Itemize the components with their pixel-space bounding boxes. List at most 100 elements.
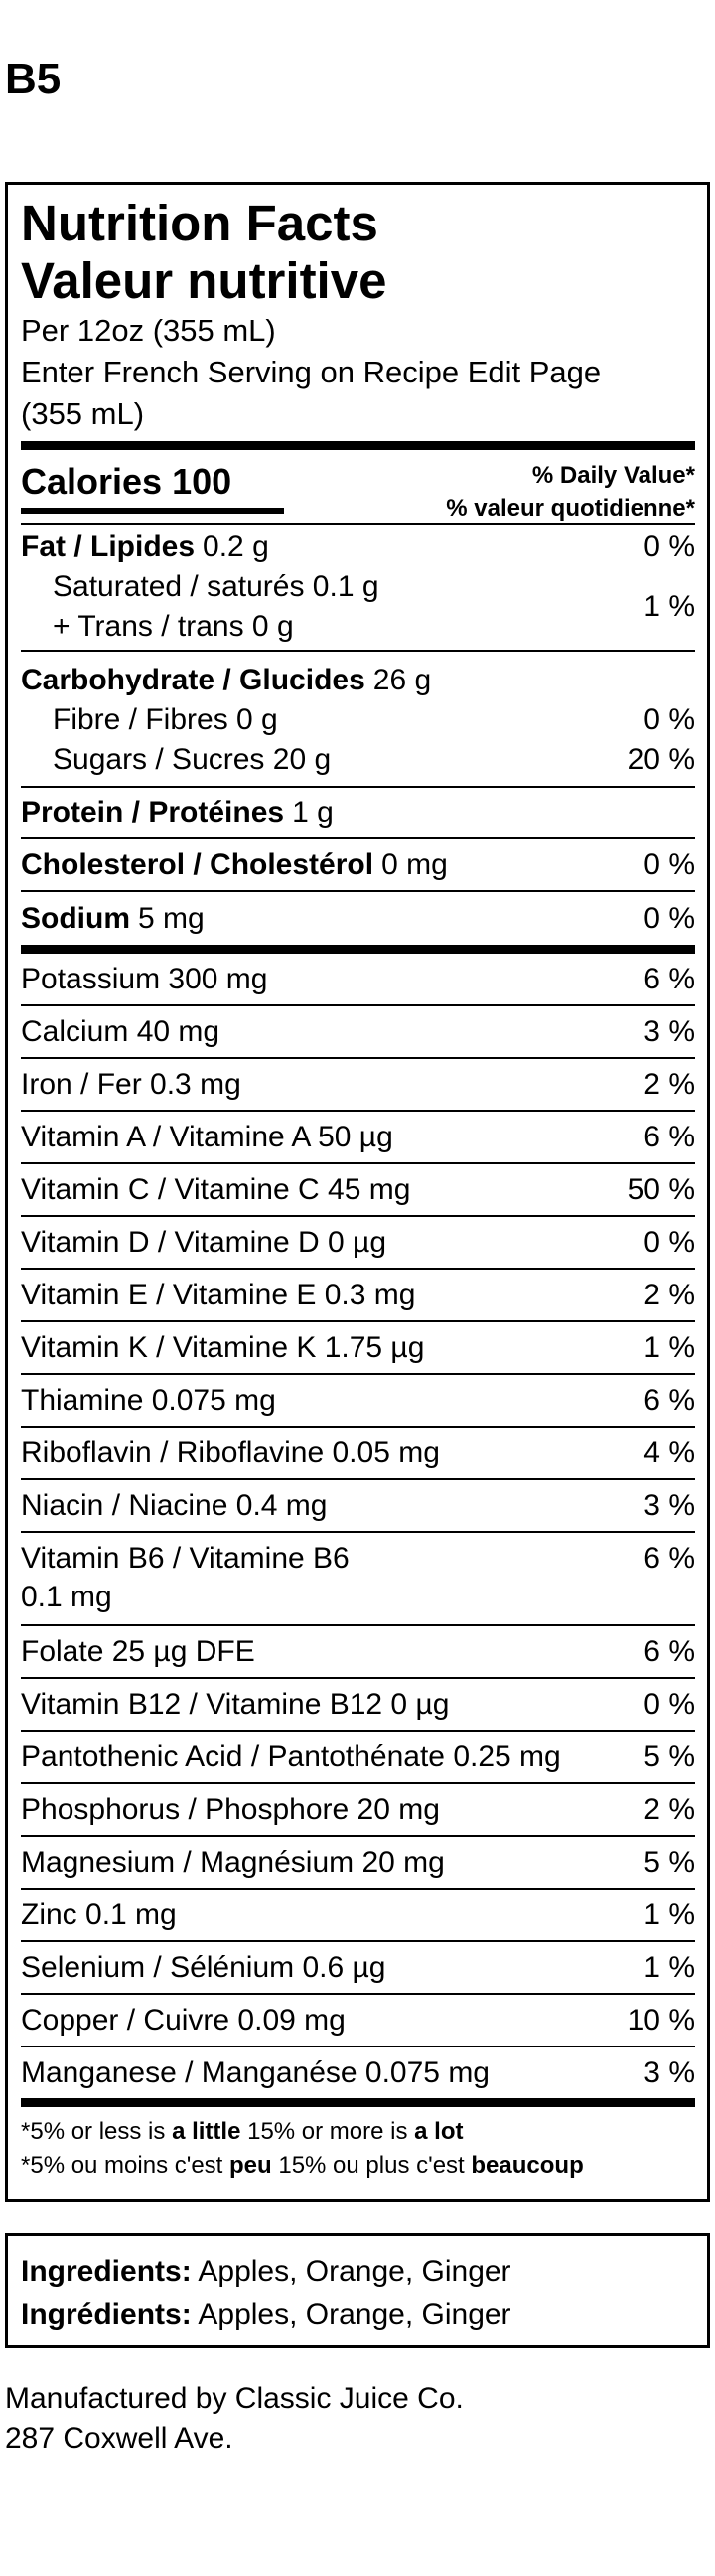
- nutrient-label: Phosphorus / Phosphore 20 mg: [21, 1792, 440, 1826]
- footnote: *5% ou moins c'est peu 15% ou plus c'est…: [21, 2149, 695, 2183]
- nutrient-label: Vitamin B12 / Vitamine B12 0 µg: [21, 1687, 450, 1721]
- micronutrient-row: Niacin / Niacine 0.4 mg 3 %: [21, 1480, 695, 1533]
- daily-value-en: % Daily Value*: [531, 462, 695, 489]
- nutrient-label: Vitamin D / Vitamine D 0 µg: [21, 1225, 386, 1259]
- micronutrient-row: Vitamin K / Vitamine K 1.75 µg 1 %: [21, 1322, 695, 1375]
- daily-value: 5 %: [644, 1740, 695, 1773]
- nutrient-label: Vitamin K / Vitamine K 1.75 µg: [21, 1330, 425, 1364]
- daily-value: 2 %: [644, 1792, 695, 1826]
- nutrient-label: + Trans / trans 0 g: [53, 610, 294, 643]
- calories: Calories 100: [21, 461, 232, 502]
- serving: (355 mL): [21, 396, 145, 431]
- micronutrient-row: Magnesium / Magnésium 20 mg 5 %: [21, 1837, 695, 1890]
- micronutrient-row: Selenium / Sélénium 0.6 µg 1 %: [21, 1942, 695, 1995]
- ingredients-text: Apples, Orange, Ginger: [198, 2298, 511, 2331]
- daily-value: 1 %: [644, 1897, 695, 1931]
- sugars-row: Sugars / Sucres 20 g 20 %: [21, 740, 695, 780]
- nutrient: Sodium 5 mg: [21, 902, 205, 936]
- fat-row: Fat / Lipides 0.2 g 0 %: [21, 528, 695, 567]
- nutrient-label: Vitamin E / Vitamine E 0.3 mg: [21, 1278, 416, 1311]
- daily-value: 0 %: [644, 703, 695, 736]
- footnote-text: *5% ou moins c'est: [21, 2152, 230, 2179]
- nutrient-label: Folate 25 µg DFE: [21, 1634, 255, 1668]
- micronutrient-row: Vitamin D / Vitamine D 0 µg 0 %: [21, 1217, 695, 1270]
- manufacturer-line: 287 Coxwell Ave.: [5, 2422, 233, 2455]
- daily-value: 3 %: [644, 2055, 695, 2089]
- footnote-text: *5% or less is: [21, 2118, 173, 2145]
- rule: [21, 441, 695, 450]
- micronutrient-row: Folate 25 µg DFE 6 %: [21, 1626, 695, 1679]
- daily-value-fr: % valeur quotidienne*: [446, 495, 695, 522]
- micronutrient-row: Copper / Cuivre 0.09 mg 10 %: [21, 1995, 695, 2047]
- nutrient-label: Carbohydrate / Glucides: [21, 664, 365, 696]
- daily-value: 10 %: [627, 2003, 695, 2037]
- footnote-emphasis: a little: [172, 2118, 241, 2145]
- nutrient-label: Niacin / Niacine 0.4 mg: [21, 1488, 328, 1522]
- nutrient-label: Potassium 300 mg: [21, 962, 268, 995]
- daily-value: 50 %: [627, 1172, 695, 1206]
- nutrient-label: Vitamin A / Vitamine A 50 µg: [21, 1120, 393, 1153]
- amount: 1 g: [292, 796, 334, 829]
- daily-value: 5 %: [644, 1845, 695, 1879]
- daily-value: 6 %: [644, 1634, 695, 1668]
- daily-value: 0 %: [644, 1687, 695, 1721]
- ingredients-label: Ingredients:: [21, 2255, 192, 2288]
- nutrient-label-line: Vitamin B6 / Vitamine B6: [21, 1542, 350, 1575]
- footnote-emphasis: beaucoup: [471, 2152, 584, 2179]
- nutrient-label: Copper / Cuivre 0.09 mg: [21, 2003, 346, 2037]
- nutrient-label: Riboflavin / Riboflavine 0.05 mg: [21, 1436, 440, 1469]
- footnote: *5% or less is a little 15% or more is a…: [21, 2115, 695, 2149]
- panel-title: Valeur nutritive: [21, 252, 387, 309]
- daily-value: 20 %: [627, 743, 695, 776]
- amount: 26 g: [372, 664, 432, 696]
- nutrient-label: Thiamine 0.075 mg: [21, 1383, 276, 1417]
- nutrient-label: Cholesterol / Cholestérol: [21, 847, 374, 881]
- micronutrient-row: Phosphorus / Phosphore 20 mg 2 %: [21, 1784, 695, 1837]
- sodium-row: Sodium 5 mg 0 %: [21, 892, 695, 945]
- nutrient-label-line: 0.1 mg: [21, 1581, 112, 1613]
- serving: Per 12oz (355 mL): [21, 313, 276, 348]
- daily-value: 1 %: [644, 1330, 695, 1364]
- sat-trans-labels: Saturated / saturés 0.1 g + Trans / tran…: [21, 567, 379, 647]
- nutrient: Protein / Protéines 1 g: [21, 796, 334, 830]
- daily-value: 4 %: [644, 1436, 695, 1469]
- calories-row: Calories 100 % Daily Value* % valeur quo…: [21, 450, 695, 525]
- sat-trans-row: Saturated / saturés 0.1 g + Trans / tran…: [21, 567, 695, 647]
- daily-value: 3 %: [644, 1488, 695, 1522]
- nutrient-label: Pantothenic Acid / Pantothénate 0.25 mg: [21, 1740, 561, 1773]
- micronutrient-row: Vitamin C / Vitamine C 45 mg 50 %: [21, 1164, 695, 1217]
- nutrient-label: Magnesium / Magnésium 20 mg: [21, 1845, 445, 1879]
- footnote-emphasis: peu: [229, 2152, 272, 2179]
- daily-value: 6 %: [644, 1542, 695, 1575]
- micronutrient-row: Vitamin B12 / Vitamine B12 0 µg 0 %: [21, 1679, 695, 1732]
- nutrient-label: Zinc 0.1 mg: [21, 1897, 177, 1931]
- micronutrient-list: Potassium 300 mg 6 % Calcium 40 mg 3 % Iron …: [21, 954, 695, 2098]
- nutrient: Fat / Lipides 0.2 g: [21, 528, 269, 567]
- nutrient-label: Selenium / Sélénium 0.6 µg: [21, 1950, 386, 1984]
- micronutrient-row: Vitamin B6 / Vitamine B6 0.1 mg 6 %: [21, 1533, 695, 1626]
- daily-value: 6 %: [644, 1120, 695, 1153]
- nutrient-label: Calcium 40 mg: [21, 1014, 220, 1048]
- nutrient-label: Sodium: [21, 901, 130, 935]
- micronutrient-row: Vitamin E / Vitamine E 0.3 mg 2 %: [21, 1270, 695, 1322]
- amount: 5 mg: [138, 901, 205, 935]
- micronutrient-row: Pantothenic Acid / Pantothénate 0.25 mg 5…: [21, 1732, 695, 1784]
- micronutrient-row: Iron / Fer 0.3 mg 2 %: [21, 1059, 695, 1112]
- micronutrient-row: Riboflavin / Riboflavine 0.05 mg 4 %: [21, 1428, 695, 1480]
- daily-value: 1 %: [644, 1950, 695, 1984]
- nutrient: Cholesterol / Cholestérol 0 mg: [21, 848, 448, 882]
- amount: 0 mg: [381, 847, 448, 881]
- serving: Enter French Serving on Recipe Edit Page: [21, 355, 602, 389]
- ingredients-label: Ingrédients:: [21, 2298, 192, 2331]
- daily-value: 2 %: [644, 1067, 695, 1101]
- rule: [21, 2098, 695, 2107]
- fat-group: Fat / Lipides 0.2 g 0 % Saturated / satur…: [21, 525, 695, 652]
- manufacturer-line: Manufactured by Classic Juice Co.: [5, 2382, 464, 2415]
- panel-title: Nutrition Facts: [21, 195, 378, 251]
- ingredients-line: Ingredients: Apples, Orange, Ginger: [21, 2250, 694, 2293]
- fibre-row: Fibre / Fibres 0 g 0 %: [21, 700, 695, 740]
- ingredients-line: Ingrédients: Apples, Orange, Ginger: [21, 2293, 694, 2336]
- nutrient-label: Fibre / Fibres 0 g: [53, 703, 278, 736]
